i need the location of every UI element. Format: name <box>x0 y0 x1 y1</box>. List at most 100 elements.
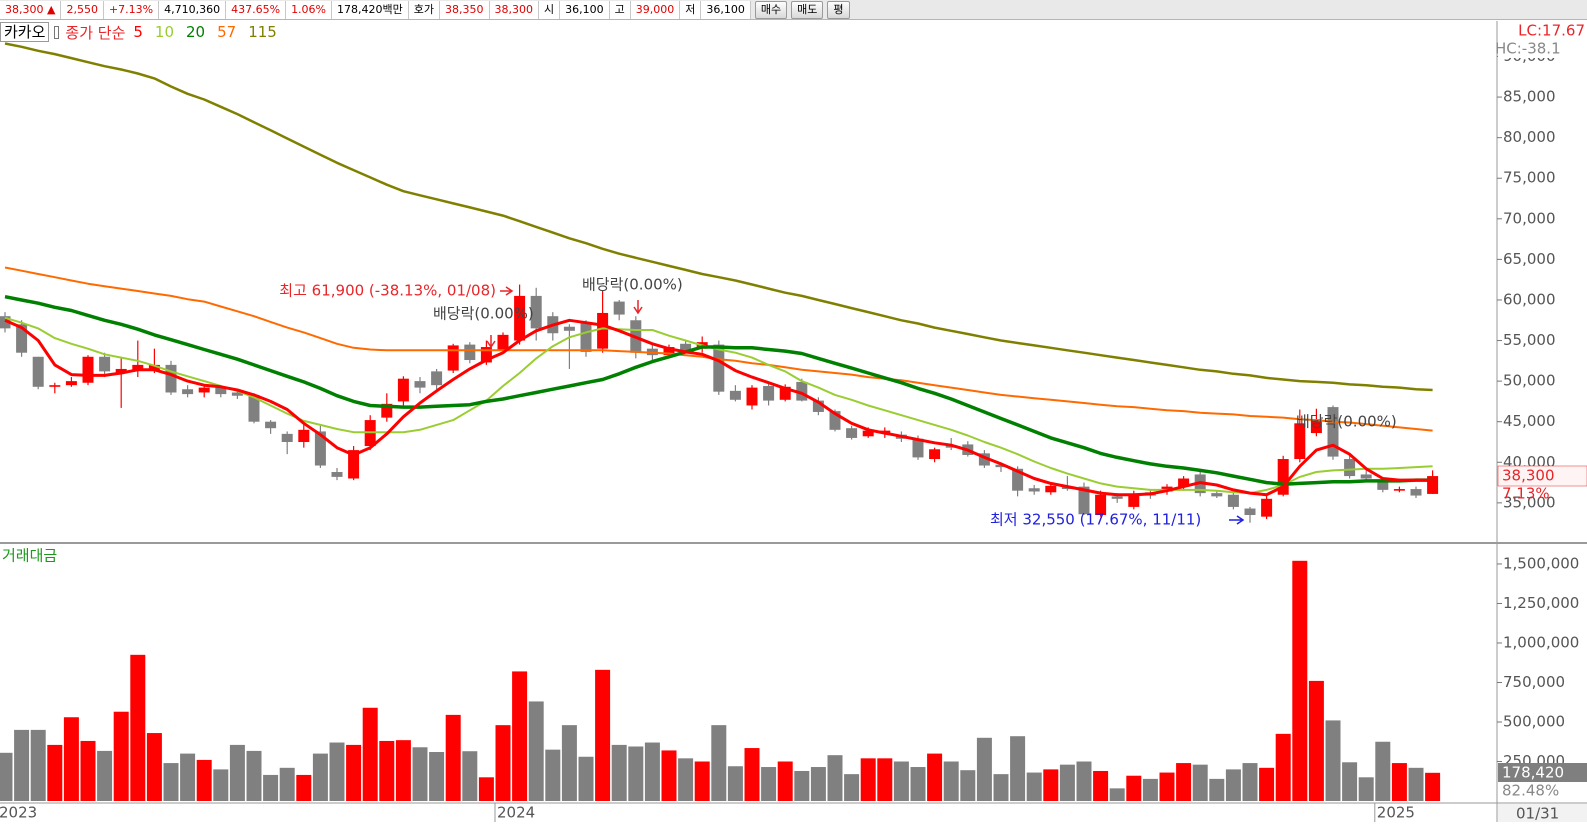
volume-tick-label: 1,250,000 <box>1503 594 1579 612</box>
legend-entry: 115 <box>248 23 277 41</box>
y-tick-label: 55,000 <box>1503 331 1556 349</box>
candle-body <box>165 364 177 393</box>
volume-bar <box>1209 778 1225 801</box>
volume-bar <box>678 758 694 801</box>
volume-bar <box>362 707 378 801</box>
volume-bar <box>30 729 46 801</box>
y-tick-label: 85,000 <box>1503 88 1556 106</box>
candle-body <box>1045 485 1057 493</box>
volume-bar <box>1308 680 1324 801</box>
volume-bar <box>611 744 627 801</box>
volume-bar <box>478 777 494 801</box>
candle-body <box>779 386 791 400</box>
quote-cell: 38,350 <box>440 0 490 19</box>
candle-body <box>563 326 575 331</box>
candle-body <box>298 429 310 442</box>
trade-button[interactable]: 매수 <box>754 0 788 19</box>
y-tick-label: 35,000 <box>1503 493 1556 511</box>
high-annotation: 최고 61,900 (-38.13%, 01/08) <box>279 282 496 300</box>
volume-bar <box>1176 763 1192 801</box>
candle-body <box>397 378 409 402</box>
volume-bar <box>628 746 644 801</box>
candle-body <box>331 472 343 477</box>
volume-bar <box>744 748 760 801</box>
candle-body <box>613 301 625 315</box>
volume-bar <box>761 767 777 801</box>
legend-entry: 57 <box>217 23 237 41</box>
hc-label: HC:-38.1 <box>1495 40 1561 58</box>
quote-cell: 저 <box>680 0 702 19</box>
quote-cell: 4,710,360 <box>159 0 227 19</box>
volume-bar <box>877 758 893 801</box>
volume-bar <box>1275 733 1291 801</box>
volume-bar <box>1425 772 1441 801</box>
volume-tick-label: 1,000,000 <box>1503 633 1579 651</box>
y-tick-label: 65,000 <box>1503 250 1556 268</box>
candle-body <box>281 433 293 442</box>
trade-button[interactable]: 매도 <box>791 0 824 19</box>
volume-bar <box>180 753 196 801</box>
volume-bar <box>0 752 13 801</box>
candle-body <box>231 392 243 396</box>
volume-bar <box>246 750 262 801</box>
candle-body <box>1261 498 1273 517</box>
volume-bar <box>578 756 594 801</box>
candle-body <box>663 347 675 356</box>
candle-body <box>1012 468 1024 491</box>
volume-bar <box>47 744 63 801</box>
quote-cell: 178,420백만 <box>332 0 409 19</box>
volume-bar <box>445 714 461 801</box>
candle-body <box>846 428 858 438</box>
volume-bar <box>711 725 727 801</box>
x-tick-label: 2024 <box>497 804 535 822</box>
candle-body <box>215 386 227 395</box>
volume-bar <box>1010 736 1026 801</box>
candle-body <box>1028 488 1040 492</box>
volume-tag: 178,420 <box>1502 764 1564 782</box>
volume-bar <box>263 774 279 801</box>
candle-body <box>597 312 609 349</box>
volume-bar <box>794 770 810 801</box>
trade-button[interactable]: 평 <box>827 0 850 19</box>
y-tick-label: 50,000 <box>1503 372 1556 390</box>
axes: 35,00040,00045,00050,00055,00060,00065,0… <box>0 47 1579 822</box>
volume-bar <box>462 751 478 801</box>
volume-bar <box>312 753 328 801</box>
volume-bar <box>296 774 312 801</box>
date-tag: 01/31 <box>1516 805 1559 823</box>
quote-cell: 고 <box>609 0 631 19</box>
candle-body <box>82 356 94 383</box>
volume-bar <box>395 740 411 801</box>
volume-title: 거래대금 <box>2 547 57 565</box>
dividend-annotation: 배당락(0.00%) <box>1296 413 1397 431</box>
y-tick-label: 60,000 <box>1503 290 1556 308</box>
volume-bar <box>1026 772 1042 801</box>
candle-body <box>746 387 758 406</box>
volume-bar <box>927 753 943 801</box>
candle-body <box>729 390 741 400</box>
change-tag: 7.13% <box>1502 485 1550 503</box>
candle-body <box>0 316 11 329</box>
candle-body <box>1310 419 1322 434</box>
candle-body <box>1344 459 1356 477</box>
candle-body <box>1277 459 1289 495</box>
volume-bar <box>80 740 96 801</box>
hc-label-bg <box>1498 40 1587 58</box>
volume-bar <box>346 744 362 801</box>
volume-bar <box>860 758 876 801</box>
price-tag-bg <box>1497 465 1587 487</box>
candle-body <box>995 464 1007 468</box>
volume-bar <box>229 744 245 801</box>
low-arrow <box>1229 515 1245 525</box>
volume-bar <box>1225 769 1241 801</box>
dividend-annotation: 배당락(0.00%) <box>582 276 683 294</box>
moving-average-line <box>4 42 1433 392</box>
volume-tick-label: 1,500,000 <box>1503 554 1579 572</box>
volume-bar <box>694 761 710 801</box>
candle-body <box>796 381 808 401</box>
candle-body <box>1227 494 1239 507</box>
volume-bar <box>1142 778 1158 801</box>
lc-label: LC:17.67 <box>1518 22 1585 40</box>
candle-body <box>314 431 326 466</box>
